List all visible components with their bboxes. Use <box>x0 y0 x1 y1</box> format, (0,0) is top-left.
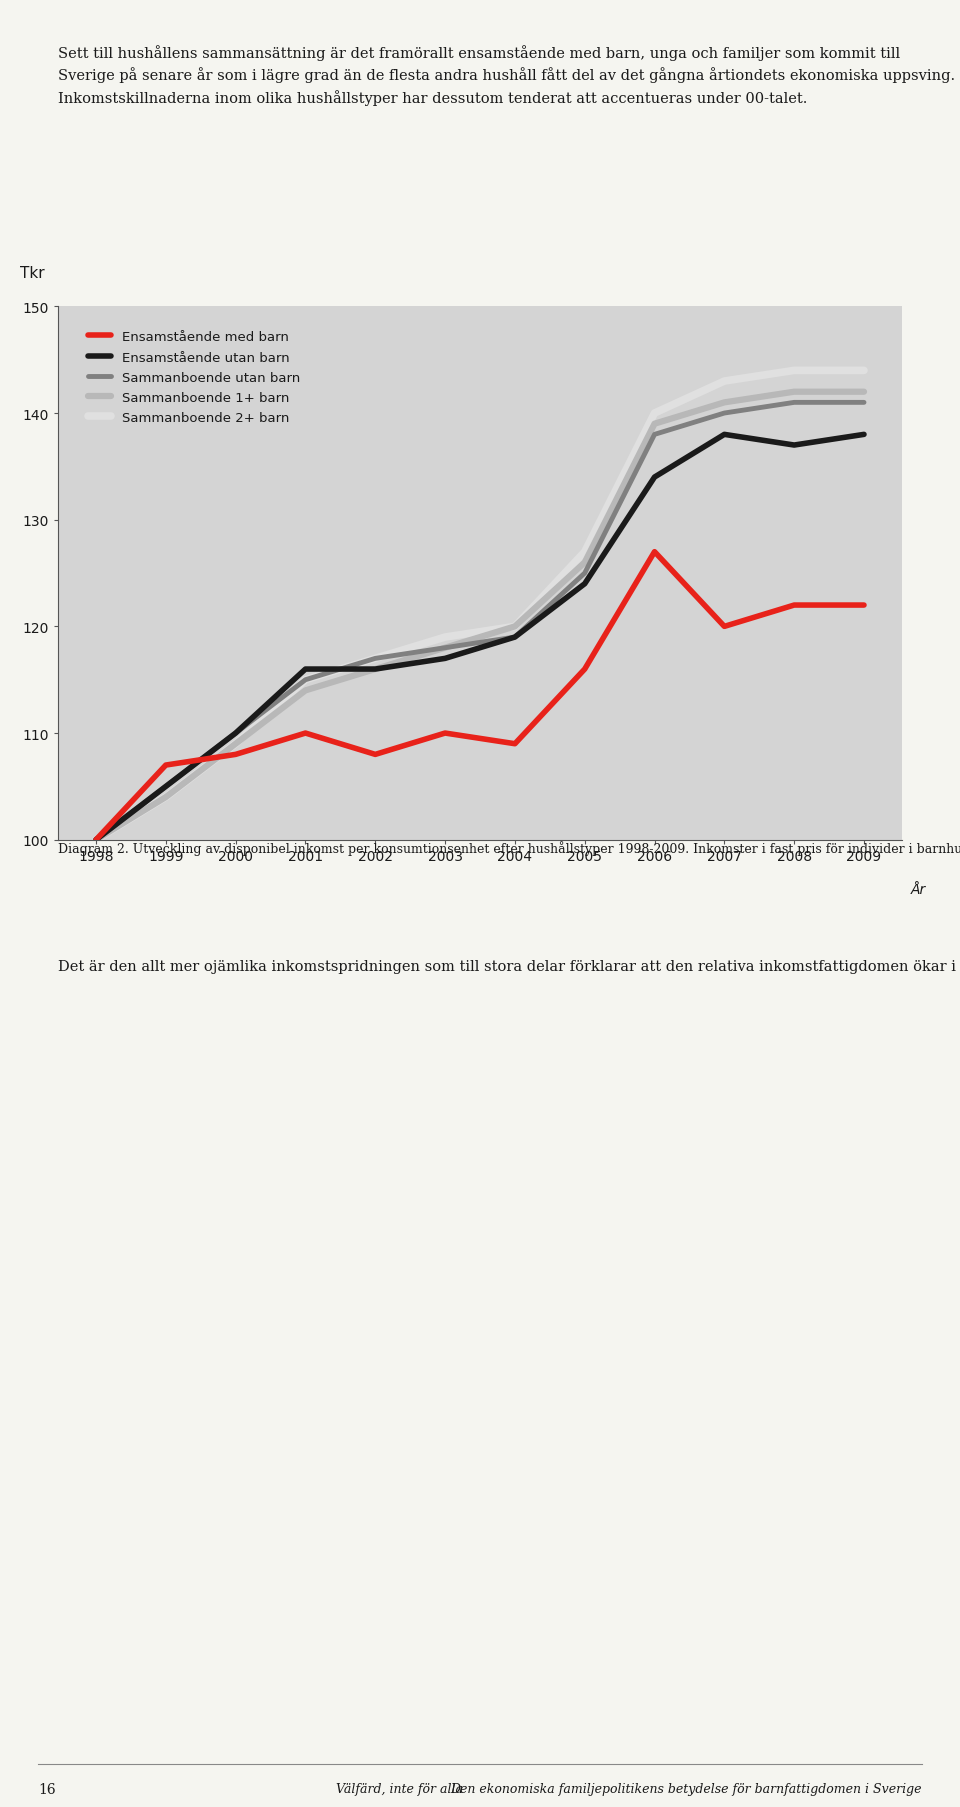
Sammanboende 1+ barn <box>788 381 800 403</box>
Ensamstående med barn <box>300 723 311 744</box>
Sammanboende 2+ barn <box>229 734 241 755</box>
Text: Välfärd, inte för alla: Välfärd, inte för alla <box>336 1782 463 1796</box>
Ensamstående med barn <box>858 595 870 616</box>
Sammanboende 2+ barn <box>858 360 870 381</box>
Sammanboende utan barn <box>440 638 451 660</box>
Ensamstående med barn <box>788 595 800 616</box>
Sammanboende utan barn <box>160 775 172 797</box>
Sammanboende utan barn <box>509 627 520 649</box>
Text: Diagram 2. Utveckling av disponibel inkomst per konsumtionsenhet efter hushållst: Diagram 2. Utveckling av disponibel inko… <box>58 840 960 855</box>
Sammanboende 1+ barn <box>229 734 241 755</box>
Sammanboende utan barn <box>649 425 660 446</box>
Ensamstående utan barn <box>90 829 102 851</box>
Sammanboende 2+ barn <box>509 616 520 638</box>
Sammanboende 2+ barn <box>370 649 381 670</box>
Sammanboende 2+ barn <box>649 403 660 425</box>
Sammanboende utan barn <box>788 392 800 414</box>
Ensamstående med barn <box>719 616 731 638</box>
Line: Sammanboende 2+ barn: Sammanboende 2+ barn <box>96 370 864 840</box>
Text: År: År <box>911 884 926 896</box>
Ensamstående med barn <box>160 755 172 777</box>
Text: Sett till hushållens sammansättning är det framörallt ensamstående med barn, ung: Sett till hushållens sammansättning är d… <box>58 45 955 105</box>
Ensamstående med barn <box>579 660 590 681</box>
Line: Sammanboende utan barn: Sammanboende utan barn <box>96 403 864 840</box>
Text: Det är den allt mer ojämlika inkomstspridningen som till stora delar förklarar a: Det är den allt mer ojämlika inkomstspri… <box>58 958 960 974</box>
Legend: Ensamstående med barn, Ensamstående utan barn, Sammanboende utan barn, Sammanboe: Ensamstående med barn, Ensamstående utan… <box>81 325 307 432</box>
Sammanboende utan barn <box>90 829 102 851</box>
Ensamstående utan barn <box>579 573 590 595</box>
Sammanboende 2+ barn <box>90 829 102 851</box>
Ensamstående utan barn <box>160 775 172 797</box>
Sammanboende utan barn <box>229 723 241 744</box>
Line: Sammanboende 1+ barn: Sammanboende 1+ barn <box>96 392 864 840</box>
Sammanboende 1+ barn <box>300 679 311 701</box>
Ensamstående utan barn <box>649 466 660 488</box>
Sammanboende 1+ barn <box>440 638 451 660</box>
Ensamstående utan barn <box>440 649 451 670</box>
Sammanboende utan barn <box>858 392 870 414</box>
Ensamstående utan barn <box>370 660 381 681</box>
Sammanboende 2+ barn <box>719 370 731 392</box>
Sammanboende utan barn <box>579 564 590 585</box>
Sammanboende 2+ barn <box>579 542 590 564</box>
Sammanboende 2+ barn <box>440 627 451 649</box>
Sammanboende utan barn <box>719 403 731 425</box>
Sammanboende 1+ barn <box>719 392 731 414</box>
Ensamstående med barn <box>509 734 520 755</box>
Ensamstående utan barn <box>300 660 311 681</box>
Text: Tkr: Tkr <box>19 266 44 280</box>
Ensamstående utan barn <box>719 425 731 446</box>
Ensamstående utan barn <box>788 435 800 457</box>
Sammanboende 1+ barn <box>579 553 590 575</box>
Sammanboende utan barn <box>300 670 311 692</box>
Sammanboende 1+ barn <box>649 414 660 435</box>
Ensamstående med barn <box>90 829 102 851</box>
Ensamstående utan barn <box>858 425 870 446</box>
Line: Ensamstående med barn: Ensamstående med barn <box>96 553 864 840</box>
Ensamstående utan barn <box>509 627 520 649</box>
Sammanboende 1+ barn <box>370 660 381 681</box>
Sammanboende 1+ barn <box>160 786 172 808</box>
Sammanboende 2+ barn <box>788 360 800 381</box>
Ensamstående med barn <box>229 744 241 766</box>
Line: Ensamstående utan barn: Ensamstående utan barn <box>96 435 864 840</box>
Sammanboende 1+ barn <box>90 829 102 851</box>
Text: 16: 16 <box>38 1782 56 1796</box>
Ensamstående utan barn <box>229 723 241 744</box>
Ensamstående med barn <box>440 723 451 744</box>
Sammanboende utan barn <box>370 649 381 670</box>
Sammanboende 1+ barn <box>858 381 870 403</box>
Text: Den ekonomiska familjepolitikens betydelse för barnfattigdomen i Sverige: Den ekonomiska familjepolitikens betydel… <box>450 1782 922 1796</box>
Ensamstående med barn <box>649 542 660 564</box>
Sammanboende 2+ barn <box>160 786 172 808</box>
Sammanboende 1+ barn <box>509 616 520 638</box>
Ensamstående med barn <box>370 744 381 766</box>
Sammanboende 2+ barn <box>300 670 311 692</box>
